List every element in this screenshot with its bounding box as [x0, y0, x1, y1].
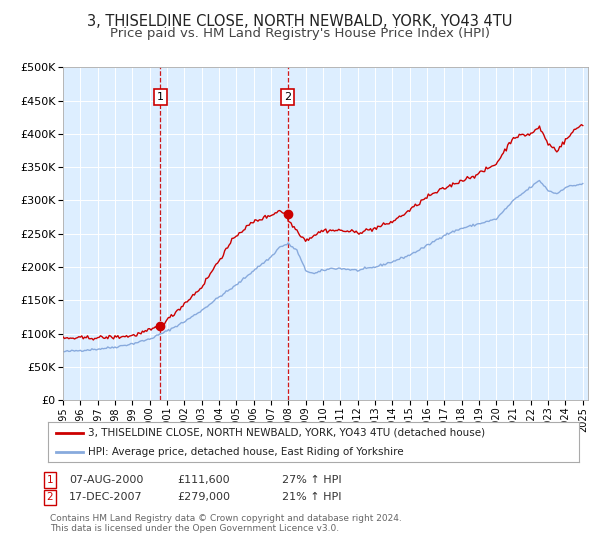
- Text: Contains HM Land Registry data © Crown copyright and database right 2024.
This d: Contains HM Land Registry data © Crown c…: [50, 514, 401, 534]
- Text: 3, THISELDINE CLOSE, NORTH NEWBALD, YORK, YO43 4TU (detached house): 3, THISELDINE CLOSE, NORTH NEWBALD, YORK…: [88, 428, 485, 438]
- Text: HPI: Average price, detached house, East Riding of Yorkshire: HPI: Average price, detached house, East…: [88, 447, 403, 457]
- Text: 17-DEC-2007: 17-DEC-2007: [69, 492, 143, 502]
- Text: 27% ↑ HPI: 27% ↑ HPI: [282, 475, 341, 485]
- Text: 3, THISELDINE CLOSE, NORTH NEWBALD, YORK, YO43 4TU: 3, THISELDINE CLOSE, NORTH NEWBALD, YORK…: [88, 14, 512, 29]
- Text: 1: 1: [46, 475, 53, 485]
- Text: £279,000: £279,000: [177, 492, 230, 502]
- Text: Price paid vs. HM Land Registry's House Price Index (HPI): Price paid vs. HM Land Registry's House …: [110, 27, 490, 40]
- Text: 1: 1: [157, 92, 164, 102]
- Text: £111,600: £111,600: [177, 475, 230, 485]
- Text: 2: 2: [46, 492, 53, 502]
- Text: 2: 2: [284, 92, 291, 102]
- Text: 07-AUG-2000: 07-AUG-2000: [69, 475, 143, 485]
- Text: 21% ↑ HPI: 21% ↑ HPI: [282, 492, 341, 502]
